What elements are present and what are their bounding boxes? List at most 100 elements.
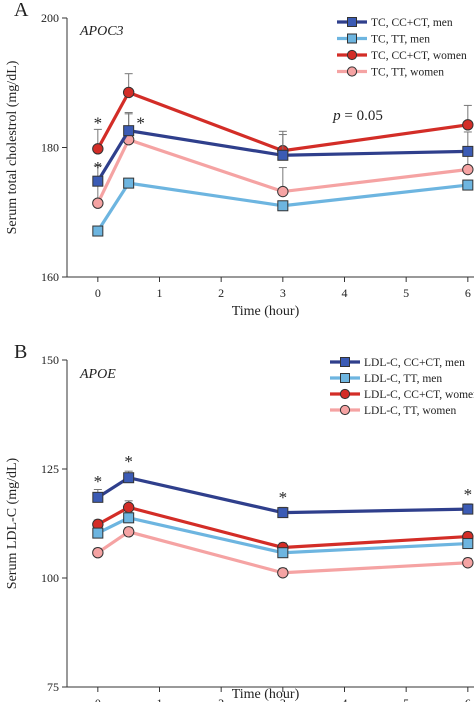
data-point xyxy=(462,145,474,157)
legend-label: LDL-C, CC+CT, men xyxy=(364,357,465,369)
data-point xyxy=(92,225,104,237)
x-tick-label: 5 xyxy=(403,286,409,300)
gene-label: APOE xyxy=(79,367,116,382)
panel-label: B xyxy=(14,341,27,363)
series-line xyxy=(96,128,468,183)
series-line xyxy=(97,505,468,550)
panel-b: B APOE 75 100 125 150 0 1 2 3 4 5 6 Time (hour) Serum … xyxy=(5,341,474,702)
data-point xyxy=(277,507,289,519)
data-point xyxy=(92,491,104,503)
x-tick-label: 1 xyxy=(157,286,163,300)
series-0 xyxy=(92,470,474,519)
legend-label: LDL-C, TT, women xyxy=(364,405,456,417)
panel-a: A APOC3 160 180 200 0 1 2 3 4 5 6 Time (hour) Serum t… xyxy=(5,0,474,319)
legend: TC, CC+CT, men TC, TT, men TC, CC+CT, wome… xyxy=(337,17,467,79)
legend-label: TC, CC+CT, women xyxy=(371,50,467,62)
data-point xyxy=(122,86,135,99)
data-point xyxy=(277,149,289,161)
x-tick-label: 6 xyxy=(465,286,471,300)
series-line xyxy=(96,181,469,232)
x-tick-label: 0 xyxy=(95,696,101,702)
x-tick-label: 6 xyxy=(465,696,471,702)
data-point xyxy=(92,143,104,155)
legend-label: TC, TT, men xyxy=(371,34,430,46)
x-tick-label: 0 xyxy=(95,286,101,300)
data-point xyxy=(92,527,104,539)
significance-star: * xyxy=(94,158,103,177)
panel-label: A xyxy=(14,0,29,21)
legend-marker xyxy=(340,357,350,367)
legend-marker xyxy=(340,373,350,383)
legend-marker xyxy=(346,49,358,61)
gene-label: APOC3 xyxy=(79,24,124,39)
data-point xyxy=(277,567,289,579)
legend-marker xyxy=(339,388,351,400)
legend-label: TC, CC+CT, men xyxy=(371,17,453,29)
significance-star: * xyxy=(94,113,103,132)
x-tick-label: 4 xyxy=(342,286,348,300)
series-line xyxy=(97,516,468,555)
data-point xyxy=(123,472,135,484)
significance-star: * xyxy=(279,488,288,507)
y-tick-label: 75 xyxy=(47,680,59,694)
x-tick-label: 2 xyxy=(218,286,224,300)
series-0 xyxy=(92,113,474,187)
series-line xyxy=(96,90,469,153)
legend-marker xyxy=(347,33,357,44)
y-tick-label: 125 xyxy=(41,462,59,476)
p-value-annotation: p = 0.05 xyxy=(332,108,383,124)
legend-label: LDL-C, CC+CT, women xyxy=(364,389,474,401)
p-value: = 0.05 xyxy=(341,108,383,124)
y-tick-label: 200 xyxy=(41,11,59,25)
data-point xyxy=(277,185,289,198)
y-axis-label: Serum total cholestrol (mg/dL) xyxy=(5,60,20,234)
data-point xyxy=(92,197,104,209)
series-1 xyxy=(92,177,474,237)
x-tick-label: 2 xyxy=(218,696,224,702)
data-point xyxy=(123,512,135,524)
x-tick-label: 3 xyxy=(280,286,286,300)
data-point xyxy=(462,538,474,550)
significance-star: * xyxy=(464,485,473,504)
legend: LDL-C, CC+CT, men LDL-C, TT, men LDL-C, CC… xyxy=(330,357,474,417)
x-tick-label: 3 xyxy=(280,696,286,702)
series-line xyxy=(96,530,468,575)
data-point xyxy=(277,547,289,559)
legend-marker xyxy=(346,66,358,77)
data-point xyxy=(462,503,474,515)
series-3 xyxy=(92,526,474,579)
legend-label: LDL-C, TT, men xyxy=(364,373,442,385)
data-point xyxy=(277,200,289,212)
series-line xyxy=(96,476,468,515)
data-point xyxy=(122,526,135,538)
y-tick-label: 160 xyxy=(41,270,59,284)
data-point xyxy=(92,175,104,187)
significance-star: * xyxy=(124,452,133,471)
y-axis-label: Serum LDL-C (mg/dL) xyxy=(5,457,20,589)
p-symbol: p xyxy=(332,108,341,124)
y-tick-label: 100 xyxy=(41,571,59,585)
data-point xyxy=(462,163,474,176)
x-axis-label: Time (hour) xyxy=(232,304,300,319)
significance-star: * xyxy=(136,113,145,132)
y-tick-label: 180 xyxy=(41,141,59,155)
data-point xyxy=(123,177,135,189)
y-tick-label: 150 xyxy=(41,353,59,367)
series-line xyxy=(96,137,469,204)
legend-marker xyxy=(339,404,351,416)
series-1 xyxy=(92,512,474,559)
data-point xyxy=(92,547,104,559)
x-tick-label: 5 xyxy=(403,696,409,702)
legend-label: TC, TT, women xyxy=(371,67,444,79)
significance-star: * xyxy=(94,472,103,491)
legend-marker xyxy=(347,17,357,27)
data-point xyxy=(462,179,474,191)
data-point xyxy=(122,501,135,514)
data-point xyxy=(123,125,135,137)
x-axis-label: Time (hour) xyxy=(232,687,300,702)
x-tick-label: 1 xyxy=(157,696,163,702)
data-point xyxy=(462,119,474,131)
data-point xyxy=(462,557,474,569)
x-tick-label: 4 xyxy=(342,696,348,702)
